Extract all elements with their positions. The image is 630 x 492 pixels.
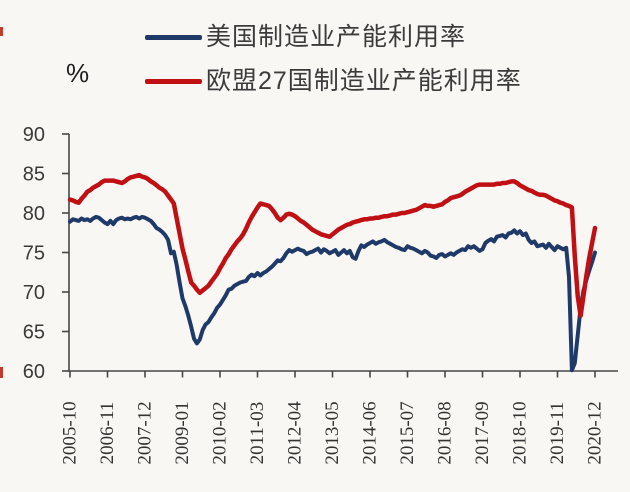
y-axis-tick-label: 60 [23, 361, 45, 383]
y-axis-tick-label: 90 [23, 124, 45, 146]
us-series-line [68, 214, 597, 373]
x-axis-tick-label: 2018-10 [510, 401, 531, 464]
chart-legend: 美国制造业产能利用率 欧盟27国制造业产能利用率 [145, 22, 522, 110]
y-axis-unit-label: % [66, 58, 90, 88]
x-axis-tick-label: 2014-06 [360, 401, 381, 464]
y-axis-tick-label: 75 [23, 243, 45, 265]
x-axis-tick-label: 2009-01 [172, 401, 193, 464]
y-axis-tick-label: 80 [23, 203, 45, 225]
x-axis-tick-label: 2019-11 [547, 402, 568, 465]
x-axis-tick-label: 2007-12 [135, 401, 156, 464]
y-axis-tick-label: 85 [23, 164, 45, 186]
legend-item-eu27: 欧盟27国制造业产能利用率 [145, 66, 522, 96]
legend-label-us: 美国制造业产能利用率 [206, 23, 467, 51]
x-axis-tick-label: 2016-08 [435, 401, 456, 464]
y-axis-tick-label: 70 [23, 282, 45, 304]
legend-label-eu27: 欧盟27国制造业产能利用率 [206, 67, 522, 95]
x-axis-tick-label: 2010-02 [210, 401, 231, 464]
x-axis-tick-label: 2015-07 [397, 401, 418, 464]
us-line-swatch [145, 34, 202, 40]
x-axis-tick-label: 2013-05 [322, 401, 343, 464]
x-axis-tick-label: 2017-09 [472, 401, 493, 464]
eu27-line-swatch [145, 78, 202, 84]
eu27-series-line [67, 172, 598, 318]
page-edge-red-mark [0, 27, 3, 36]
page-edge-red-mark [0, 367, 3, 378]
x-axis-tick-label: 2006-11 [97, 402, 118, 465]
x-axis-tick-label: 2005-10 [60, 401, 81, 464]
x-axis-tick-label: 2020-12 [585, 401, 606, 464]
legend-item-us: 美国制造业产能利用率 [145, 22, 522, 52]
x-axis-tick-label: 2012-04 [285, 401, 306, 465]
x-axis-tick-label: 2011-03 [247, 402, 268, 465]
y-axis-tick-label: 65 [23, 322, 45, 344]
